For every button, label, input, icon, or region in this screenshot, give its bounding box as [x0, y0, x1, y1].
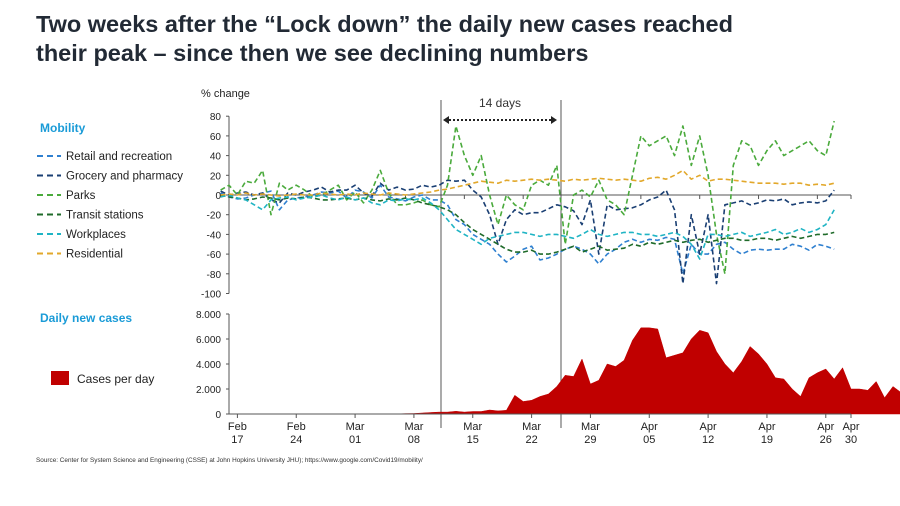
legend-label: Workplaces: [66, 229, 126, 241]
legend-label: Residential: [66, 249, 123, 261]
mobility-y-tick-label: -20: [207, 211, 222, 222]
x-tick-month: Mar: [581, 421, 600, 433]
cases-y-tick-label: 6.000: [196, 335, 221, 346]
x-tick-month: Apr: [700, 421, 717, 433]
x-tick-day: 22: [525, 434, 537, 446]
series-line-residential: [220, 169, 835, 197]
mobility-y-tick-label: -100: [201, 290, 221, 301]
x-tick-day: 26: [820, 434, 832, 446]
mobility-y-tick-label: 20: [210, 171, 222, 182]
x-tick-day: 12: [702, 434, 714, 446]
x-tick-month: Mar: [463, 421, 482, 433]
x-tick-day: 17: [231, 434, 243, 446]
cases-legend-label: Cases per day: [77, 372, 154, 386]
x-tick-month: Apr: [842, 421, 859, 433]
cases-area-path: [229, 327, 900, 415]
x-tick-month: Mar: [522, 421, 541, 433]
x-tick-day: 15: [467, 434, 479, 446]
mobility-y-tick-label: 80: [210, 112, 222, 123]
cases-legend-swatch: [51, 371, 69, 385]
series-line-transit-stations: [220, 194, 835, 255]
mobility-y-tick-label: -80: [207, 270, 222, 281]
series-line-workplaces: [220, 194, 835, 260]
legend-label: Transit stations: [66, 210, 144, 222]
mobility-ylabel: % change: [201, 88, 250, 100]
mobility-y-tick-label: 40: [210, 152, 222, 163]
x-tick-day: 24: [290, 434, 302, 446]
x-tick-month: Apr: [758, 421, 775, 433]
series-line-parks: [220, 120, 835, 275]
mobility-y-tick-label: -40: [207, 230, 222, 241]
mobility-y-tick-label: 60: [210, 132, 222, 143]
x-tick-day: 29: [584, 434, 596, 446]
mobility-section-label: Mobility: [40, 121, 86, 135]
legend-label: Retail and recreation: [66, 151, 172, 163]
arrow-head-right: [551, 116, 557, 124]
x-tick-month: Apr: [641, 421, 658, 433]
x-tick-day: 05: [643, 434, 655, 446]
mobility-y-tick-label: 0: [215, 191, 221, 202]
x-tick-day: 19: [761, 434, 773, 446]
x-tick-day: 30: [845, 434, 857, 446]
title-line-1: Two weeks after the “Lock down” the dail…: [36, 11, 733, 37]
series-line-retail-and-recreation: [220, 184, 835, 275]
x-tick-month: Mar: [346, 421, 365, 433]
x-tick-day: 08: [408, 434, 420, 446]
legend-label: Grocery and pharmacy: [66, 171, 183, 183]
x-tick-month: Apr: [817, 421, 834, 433]
cases-y-tick-label: 8.000: [196, 310, 221, 321]
fourteen-days-label: 14 days: [479, 96, 521, 110]
cases-section-label: Daily new cases: [40, 311, 132, 325]
x-tick-day: 01: [349, 434, 361, 446]
x-tick-month: Feb: [287, 421, 306, 433]
title-line-2: their peak – since then we see declining…: [36, 40, 589, 66]
page-title: Two weeks after the “Lock down” the dail…: [36, 10, 886, 68]
mobility-y-tick-label: -60: [207, 250, 222, 261]
x-tick-month: Mar: [404, 421, 423, 433]
legend-label: Parks: [66, 190, 96, 202]
source-note: Source: Center for System Science and En…: [36, 457, 423, 464]
cases-y-tick-label: 4.000: [196, 360, 221, 371]
cases-y-tick-label: 0: [215, 410, 221, 421]
arrow-head-left: [443, 116, 449, 124]
cases-y-tick-label: 2.000: [196, 385, 221, 396]
series-line-grocery-and-pharmacy: [220, 179, 835, 285]
x-tick-month: Feb: [228, 421, 247, 433]
